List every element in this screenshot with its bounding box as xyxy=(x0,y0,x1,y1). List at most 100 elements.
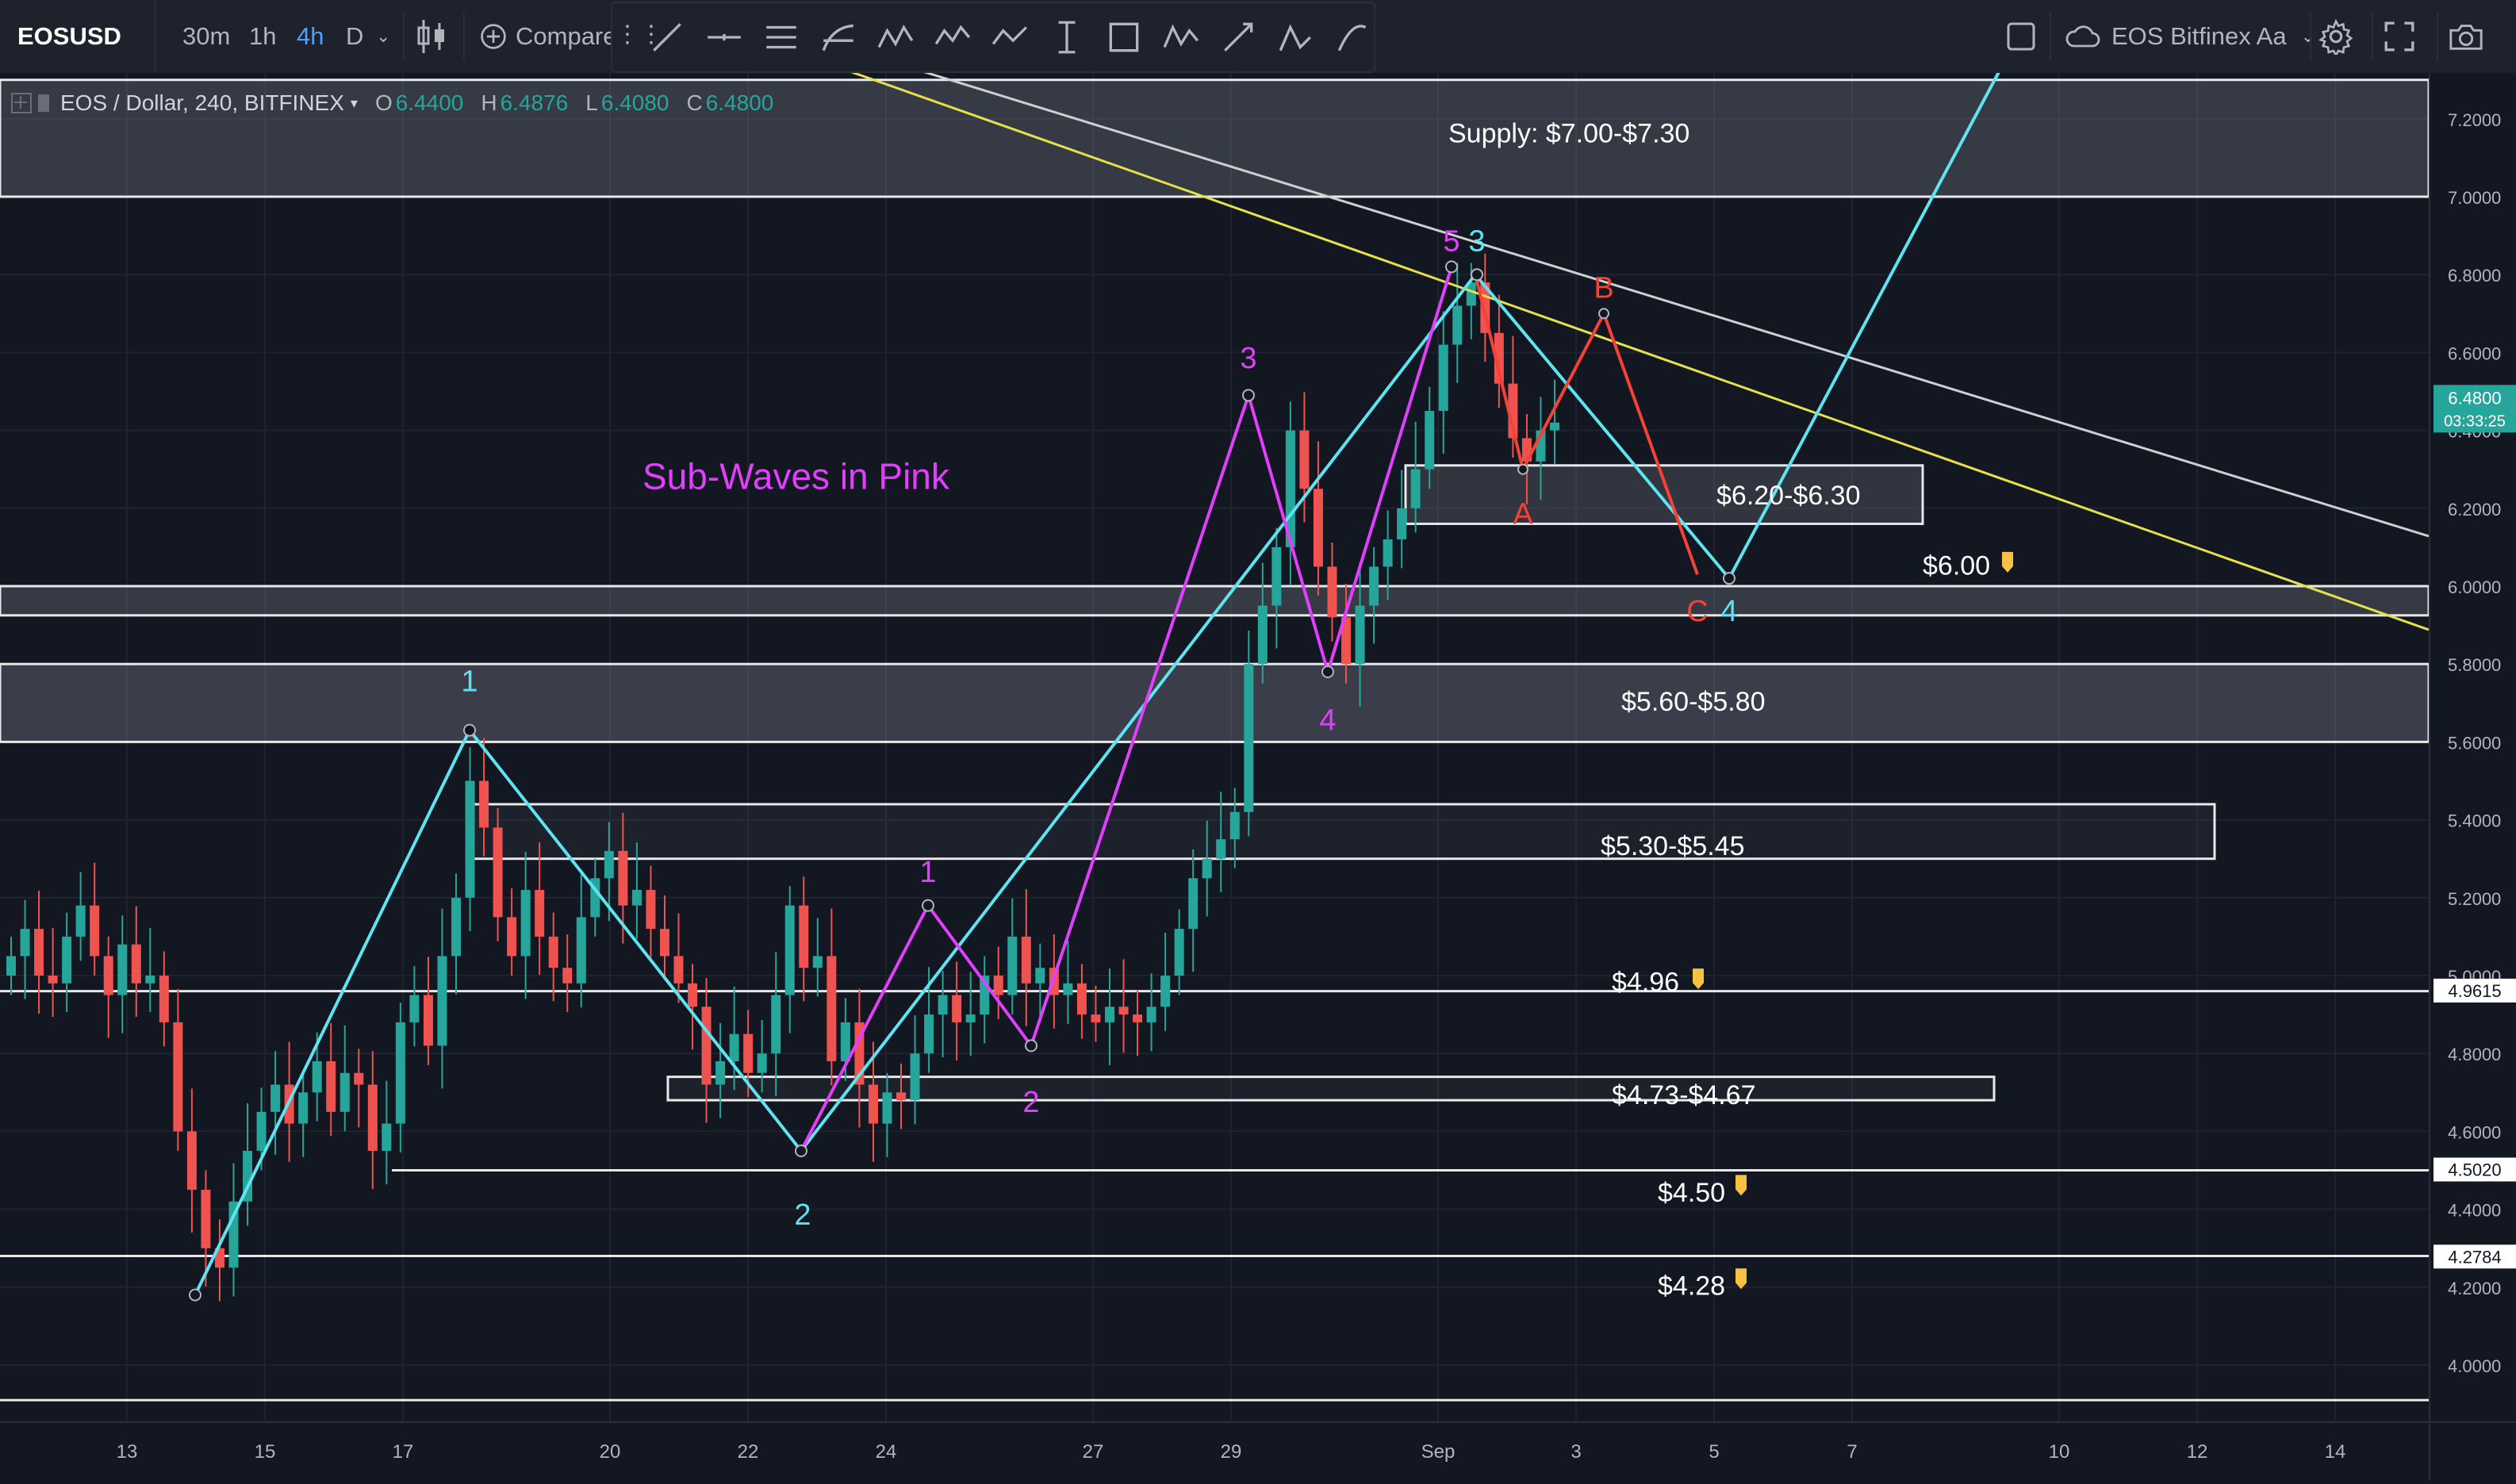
interval-dropdown[interactable]: ⌄ xyxy=(376,0,390,73)
symbol-search[interactable]: EOSUSD xyxy=(0,0,155,73)
candle-body xyxy=(382,1123,392,1151)
hand-up-icon xyxy=(1736,1175,1747,1196)
add-circle-icon xyxy=(481,24,506,49)
price-tick-label: 7.2000 xyxy=(2448,110,2501,130)
wave-path-cyan xyxy=(194,71,2000,1296)
candle-body xyxy=(548,936,558,968)
candle-body xyxy=(1355,605,1365,665)
compare-button[interactable]: Compare xyxy=(479,0,617,73)
candle-body xyxy=(493,827,503,918)
pitchfork-tool[interactable] xyxy=(750,3,812,71)
high-value: 6.4876 xyxy=(500,90,569,115)
price-zone xyxy=(470,803,2216,861)
time-tick-label: 24 xyxy=(876,1441,897,1463)
abcd-pattern-tool[interactable] xyxy=(979,3,1041,71)
last-price-marker-bg xyxy=(2434,385,2516,433)
chart-plot-area[interactable]: 1 2 3 4 1 2 3 4 5 A B C Supply: $7.00-$7.30 Sub-Waves… xyxy=(0,67,2430,1421)
candle-body xyxy=(1425,411,1435,470)
candle-body xyxy=(201,1190,211,1248)
candle-body xyxy=(34,929,44,976)
candle-body xyxy=(298,1092,309,1124)
price-tick-label: 4.8000 xyxy=(2448,1045,2501,1064)
open-label: O xyxy=(374,90,393,115)
candle-body xyxy=(840,1022,850,1062)
annotation-level-428: $4.28 xyxy=(1658,1271,1725,1302)
expand-icon[interactable] xyxy=(11,93,32,113)
rectangle-tool[interactable] xyxy=(1093,3,1155,71)
layout-menu[interactable]: EOS Bitfinex Aa ⌄ xyxy=(2064,0,2315,73)
time-tick-label: 15 xyxy=(255,1441,276,1463)
fib-retracement-tool[interactable] xyxy=(807,3,869,71)
wave-pivot xyxy=(922,899,934,912)
candle-body xyxy=(535,889,545,937)
time-tick-label: Sep xyxy=(1421,1441,1456,1463)
wave-label-red-b: B xyxy=(1594,272,1613,305)
chevron-down-icon[interactable]: ▾ xyxy=(350,94,358,111)
interval-30m[interactable]: 30m xyxy=(182,22,231,50)
wave-label-pink-2: 2 xyxy=(1022,1086,1039,1119)
candle-body xyxy=(1146,1007,1156,1022)
interval-1h[interactable]: 1h xyxy=(249,22,277,50)
open-value: 6.4400 xyxy=(395,90,464,115)
toolbar-divider xyxy=(2050,13,2051,60)
head-shoulders-tool[interactable] xyxy=(1264,3,1326,71)
chart-type-button[interactable] xyxy=(416,0,447,73)
series-title[interactable]: EOS / Dollar, 240, BITFINEX xyxy=(60,90,344,115)
level-marker-428: 4.2784 xyxy=(2448,1247,2501,1267)
time-axis[interactable]: 13 15 17 20 22 24 27 29 Sep 3 5 7 10 12 14 xyxy=(0,1421,2429,1480)
elliott-wave-icon xyxy=(934,25,971,45)
eye-icon[interactable] xyxy=(38,94,49,112)
snapshot-button[interactable] xyxy=(2448,0,2484,73)
candle-body xyxy=(1494,332,1504,384)
horizontal-ray-icon xyxy=(708,33,741,41)
time-tick-label: 10 xyxy=(2049,1441,2070,1463)
price-range-tool[interactable] xyxy=(1036,3,1098,71)
drag-handle-icon[interactable]: ⋮⋮ xyxy=(616,21,663,48)
xabcd-pattern-tool[interactable] xyxy=(865,3,926,71)
candle-body xyxy=(1188,878,1199,930)
candle-body xyxy=(1160,976,1171,1007)
cypher-pattern-tool[interactable] xyxy=(1150,3,1212,71)
candle-body xyxy=(868,1084,878,1124)
candle-body xyxy=(1438,344,1448,412)
candle-body xyxy=(1410,469,1421,508)
candle-body xyxy=(1341,617,1352,665)
price-chart[interactable]: 1 2 3 4 1 2 3 4 5 A B C Supply: $7.00-$7.30 Sub-Waves… xyxy=(0,67,2430,1421)
time-tick-label: 7 xyxy=(1847,1441,1857,1463)
candle-body xyxy=(1369,566,1379,606)
candle-body xyxy=(507,917,517,957)
interval-d[interactable]: D xyxy=(346,22,364,50)
toolbar-divider xyxy=(403,13,405,60)
candle-body xyxy=(1076,983,1087,1015)
price-tick-label: 5.8000 xyxy=(2448,655,2501,675)
hand-down-icon xyxy=(1693,968,1704,990)
price-tick-label: 6.8000 xyxy=(2448,266,2501,286)
candle-body xyxy=(701,1007,711,1085)
horizontal-ray-tool[interactable] xyxy=(693,3,755,71)
last-price-marker: 6.4800 xyxy=(2448,388,2501,408)
chart-legend: EOS / Dollar, 240, BITFINEX ▾ O 6.4400 H… xyxy=(11,86,773,121)
trend-line-yellow xyxy=(840,67,2430,631)
time-tick-label: 22 xyxy=(738,1441,759,1463)
interval-4h[interactable]: 4h xyxy=(297,22,324,50)
long-position-tool[interactable] xyxy=(1207,3,1269,71)
time-tick-label: 3 xyxy=(1571,1441,1581,1463)
price-tick-label: 5.4000 xyxy=(2448,811,2501,831)
trend-line-tool[interactable] xyxy=(636,3,698,71)
wave-pivot xyxy=(189,1288,201,1302)
candle-body xyxy=(117,944,128,995)
close-value: 6.4800 xyxy=(705,90,774,115)
candle-body xyxy=(618,850,628,906)
price-axis[interactable]: 7.20007.00006.80006.60006.40006.20006.00… xyxy=(2429,73,2516,1421)
candle-body xyxy=(451,897,462,957)
maximize-button[interactable] xyxy=(2383,0,2416,73)
candle-body xyxy=(812,956,823,968)
elliott-wave-tool[interactable] xyxy=(922,3,984,71)
wave-path-pink xyxy=(800,266,1453,1152)
level-marker-496-bg xyxy=(2434,978,2516,1003)
fullscreen-toggle[interactable] xyxy=(2005,0,2037,73)
wave-pivot xyxy=(1471,268,1483,282)
brush-tool[interactable] xyxy=(1321,3,1383,71)
settings-button[interactable] xyxy=(2318,0,2354,73)
price-tick-label: 4.2000 xyxy=(2448,1279,2501,1298)
